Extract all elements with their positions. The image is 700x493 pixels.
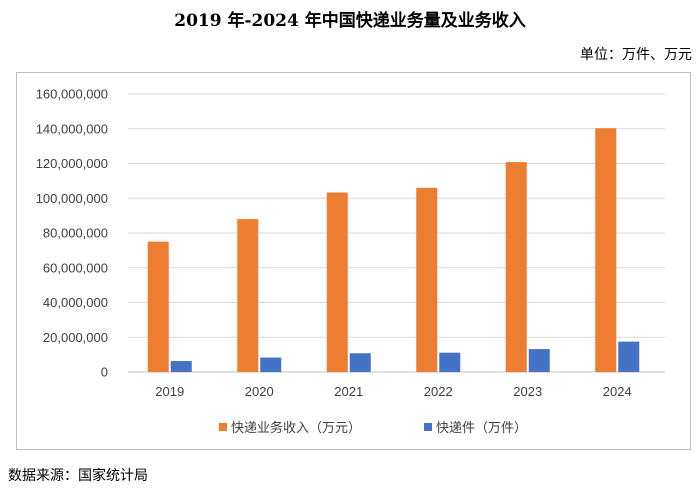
bar-parcels bbox=[170, 361, 192, 372]
bar-revenue bbox=[416, 187, 438, 372]
legend: 快递业务收入（万元） 快递件（万件） bbox=[219, 420, 527, 436]
legend-swatch-revenue bbox=[219, 423, 227, 431]
y-tick-label: 20,000,000 bbox=[43, 330, 108, 345]
bar-parcels bbox=[260, 357, 282, 372]
x-tick-label: 2019 bbox=[155, 384, 184, 399]
bar-revenue bbox=[505, 162, 527, 372]
bar-revenue bbox=[237, 219, 259, 372]
x-tick-label: 2023 bbox=[513, 384, 542, 399]
y-axis-ticks: 0 20,000,000 40,000,000 60,000,000 80,000,00… bbox=[36, 87, 108, 380]
y-tick-label: 80,000,000 bbox=[43, 226, 108, 241]
legend-label-revenue: 快递业务收入（万元） bbox=[231, 420, 361, 436]
bar-revenue bbox=[147, 241, 169, 372]
x-tick-label: 2024 bbox=[603, 384, 632, 399]
unit-label: 单位：万件、万元 bbox=[580, 47, 692, 63]
y-tick-label: 120,000,000 bbox=[36, 156, 108, 171]
y-tick-label: 60,000,000 bbox=[43, 260, 108, 275]
bar-parcels bbox=[349, 353, 371, 372]
bar-parcels bbox=[528, 349, 550, 372]
bar-parcels bbox=[439, 352, 461, 372]
x-axis-ticks: 2019 2020 2021 2022 2023 2024 bbox=[155, 384, 631, 399]
chart-frame bbox=[16, 72, 691, 450]
data-source: 数据来源：国家统计局 bbox=[8, 468, 148, 484]
legend-label-parcels: 快递件（万件） bbox=[436, 421, 527, 436]
x-tick-label: 2022 bbox=[424, 384, 453, 399]
y-tick-label: 160,000,000 bbox=[36, 87, 108, 102]
bar-revenue bbox=[595, 128, 617, 372]
chart-title: 2019 年-2024 年中国快递业务量及业务收入 bbox=[174, 11, 526, 31]
legend-swatch-parcels bbox=[424, 423, 432, 431]
y-tick-label: 40,000,000 bbox=[43, 295, 108, 310]
y-tick-label: 140,000,000 bbox=[36, 121, 108, 136]
gridlines bbox=[128, 93, 665, 373]
y-tick-label: 100,000,000 bbox=[36, 191, 108, 206]
y-tick-label: 0 bbox=[101, 365, 108, 380]
x-tick-label: 2021 bbox=[334, 384, 363, 399]
bars bbox=[147, 128, 640, 372]
x-tick-label: 2020 bbox=[245, 384, 274, 399]
bar-parcels bbox=[618, 341, 640, 372]
bar-revenue bbox=[326, 192, 348, 372]
